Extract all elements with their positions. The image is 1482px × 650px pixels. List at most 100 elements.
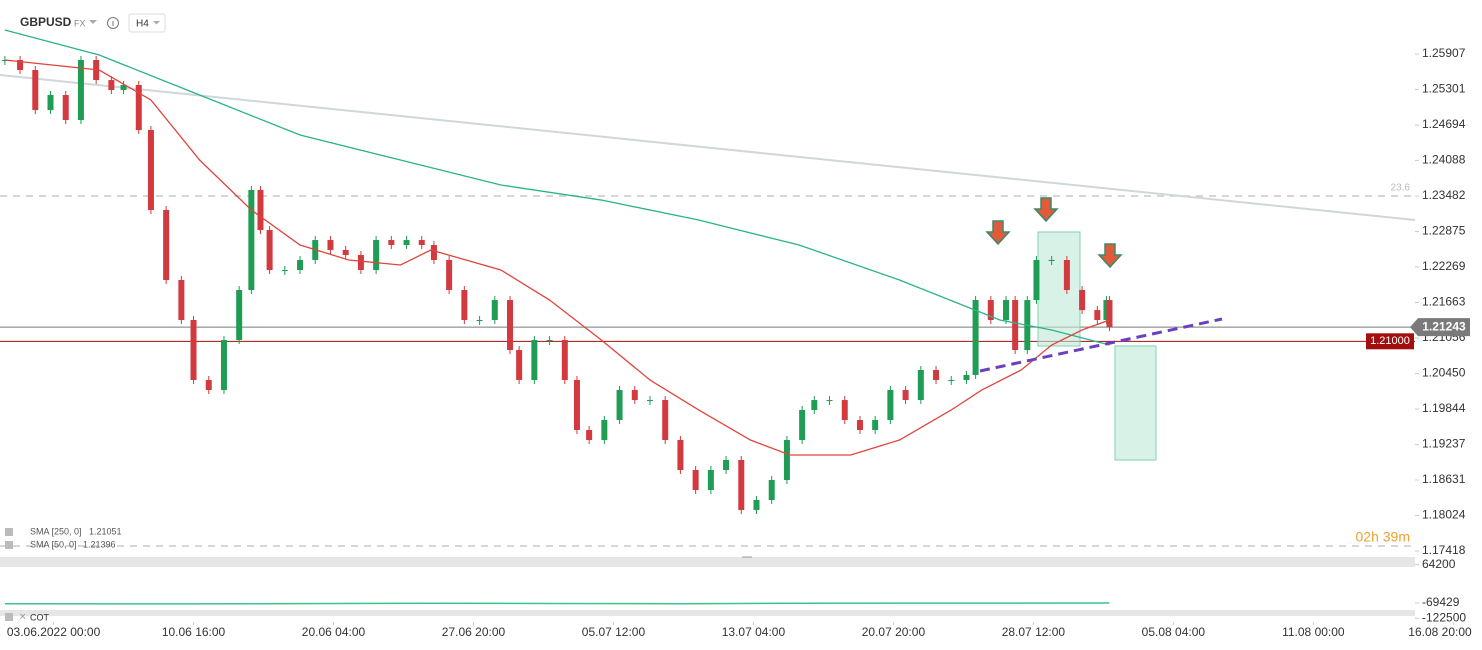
candle-body [872, 419, 879, 431]
candle-body [32, 70, 39, 111]
down-arrow [985, 220, 1011, 246]
cot-line [4, 602, 1110, 605]
x-tick-label: 11.08 00:00 [1282, 625, 1345, 639]
candle-body [631, 390, 638, 401]
pane-separator [0, 557, 1415, 567]
candle-body [430, 245, 437, 260]
legend-name: SMA [250, 0] [30, 526, 82, 536]
legend-value: 1.21396 [83, 539, 116, 549]
candle-body [418, 240, 425, 246]
candle-body [1048, 259, 1055, 261]
y-tick-label: 1.17418 [1422, 543, 1466, 557]
info-icon[interactable] [107, 17, 119, 29]
arrows [985, 197, 1123, 269]
indicator-line [4, 29, 1110, 346]
candle-body [887, 390, 894, 420]
candle-body [342, 249, 349, 256]
fib-label: 23.6 [1391, 183, 1411, 194]
candle-body [561, 340, 568, 381]
candle-body [1079, 290, 1086, 311]
timeframe-box[interactable] [128, 13, 166, 33]
candle-body [135, 85, 142, 131]
candle-body [546, 340, 553, 342]
candle-body [403, 240, 410, 246]
y-tick-label: 1.23482 [1422, 188, 1466, 202]
y-tick-label: 1.22269 [1422, 259, 1466, 273]
candle-body [388, 240, 395, 246]
candle-body [77, 60, 84, 121]
candle-body [616, 390, 623, 420]
candle-body [17, 60, 24, 71]
target-box[interactable] [1037, 231, 1081, 347]
candle-body [47, 95, 54, 111]
x-tick-label: 20.06 04:00 [302, 625, 366, 639]
x-tick-label: 20.07 20:00 [862, 625, 926, 639]
candle-body [586, 430, 593, 441]
candle-body [573, 380, 580, 431]
candle-body [707, 469, 714, 491]
candle-body [248, 189, 255, 291]
y-tick-label: 1.24088 [1422, 153, 1466, 167]
price-label-box [1366, 333, 1414, 350]
timeframe[interactable]: H4 [136, 19, 149, 30]
candle-body [902, 390, 909, 401]
y-tick-label: 1.21663 [1422, 295, 1466, 309]
candle-body [753, 500, 760, 510]
candle-body [646, 400, 653, 402]
indicator-icon[interactable] [5, 613, 13, 621]
y-tick-label: 1.22875 [1422, 224, 1466, 238]
y-tick-label: 1.19844 [1422, 401, 1466, 415]
market: FX [74, 18, 86, 28]
candle-body [948, 380, 955, 382]
target-box[interactable] [1114, 345, 1157, 461]
legend-value: 1.21051 [89, 526, 122, 536]
trend-line[interactable] [0, 74, 1416, 221]
indicator-line [4, 59, 1110, 456]
x-tick-label: 03.06.2022 00:00 [7, 625, 101, 639]
candle-body [373, 240, 380, 271]
x-tick-label: 05.08 04:00 [1142, 625, 1206, 639]
candle-body [1106, 300, 1113, 328]
candle-body [738, 459, 745, 510]
candle-body [108, 80, 115, 91]
price-label: 1.21243 [1422, 319, 1466, 333]
legend-name: SMA [50, 0] [30, 539, 77, 549]
y-tick-label: 1.19237 [1422, 437, 1466, 451]
candle-body [516, 350, 523, 381]
close-icon[interactable]: ✕ [19, 611, 27, 621]
candle-body [723, 459, 730, 470]
candle-body [257, 189, 264, 231]
candle-body [826, 400, 833, 402]
cot-label: COT [30, 612, 50, 622]
candle-body [236, 290, 243, 341]
x-tick-label: 13.07 04:00 [722, 625, 786, 639]
marks-layer [1, 29, 1113, 605]
candle-body [190, 320, 197, 381]
candle-body [963, 374, 970, 381]
candle-body [220, 340, 227, 391]
candle-body [178, 280, 185, 321]
candle-body [297, 259, 304, 271]
cot-tick-label: -69429 [1422, 595, 1460, 609]
x-tick-label: 10.06 16:00 [162, 625, 226, 639]
dropdown-caret[interactable] [89, 20, 97, 24]
candle-body [987, 300, 994, 321]
dropdown-caret[interactable] [153, 21, 160, 25]
candle-body [1103, 300, 1110, 321]
candle-body [841, 400, 848, 420]
candle-body [601, 419, 608, 441]
y-tick-label: 1.20450 [1422, 366, 1466, 380]
candle-body [783, 440, 790, 481]
candle-body [507, 300, 514, 351]
candle-body [692, 469, 699, 491]
candle-body [120, 85, 127, 91]
candle-body [147, 130, 154, 210]
support-line[interactable] [979, 317, 1223, 373]
candle-body [476, 320, 483, 322]
down-arrow [1033, 197, 1059, 223]
symbol[interactable]: GBPUSD [20, 15, 72, 29]
candle-body [62, 95, 69, 121]
cot-tick-label: -122500 [1422, 610, 1466, 624]
